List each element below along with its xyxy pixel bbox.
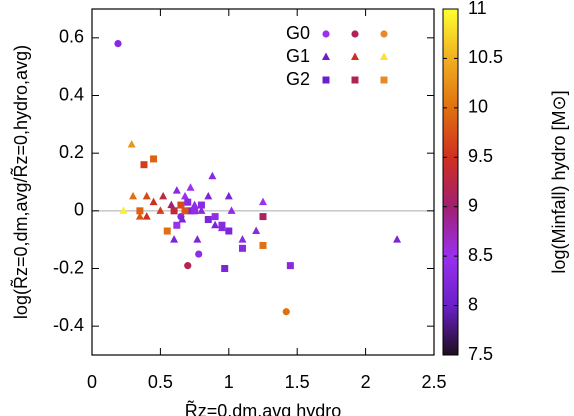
point — [259, 197, 267, 206]
point — [259, 213, 267, 221]
legend-marker — [322, 52, 330, 60]
point — [238, 244, 246, 252]
x-tick-label: 0 — [87, 372, 97, 392]
point — [135, 212, 144, 220]
colorbar-tick-label: 10 — [468, 97, 488, 117]
point — [186, 183, 195, 191]
colorbar-tick-label: 10.5 — [468, 47, 503, 67]
point — [159, 191, 168, 200]
point — [286, 262, 294, 270]
colorbar-tick-label: 9.5 — [468, 146, 493, 166]
legend-marker — [322, 30, 330, 38]
x-tick-label: 2.5 — [421, 372, 446, 392]
point — [204, 215, 212, 223]
colorbar-tick-label: 11 — [468, 0, 487, 18]
y-axis-label: log(R̃z=0,dm,avg/R̃z=0,hydro,avg) — [10, 45, 31, 319]
point — [184, 198, 192, 206]
point — [204, 191, 213, 200]
point — [197, 201, 205, 209]
point — [178, 214, 187, 223]
point — [173, 221, 181, 229]
point — [191, 207, 199, 215]
point — [170, 207, 178, 215]
point — [170, 235, 179, 243]
x-tick-label: 0.5 — [148, 372, 173, 392]
point — [177, 201, 185, 209]
point — [140, 161, 148, 169]
y-tick-label: 0.2 — [59, 142, 84, 162]
point — [221, 265, 229, 272]
plot-frame — [91, 8, 435, 356]
point — [211, 213, 219, 221]
point — [193, 235, 202, 243]
point — [167, 200, 176, 209]
point — [238, 235, 247, 243]
point — [163, 227, 171, 235]
point — [225, 227, 233, 235]
y-tick-label: 0 — [74, 200, 84, 220]
point — [149, 197, 158, 206]
point — [224, 191, 233, 200]
point — [186, 207, 194, 215]
point — [218, 221, 226, 229]
point — [208, 171, 217, 180]
legend-marker — [322, 76, 330, 84]
point — [190, 200, 199, 209]
colorbar-tick-label: 7.5 — [468, 344, 493, 364]
point — [184, 262, 192, 270]
legend-marker — [380, 30, 388, 38]
point — [195, 250, 203, 258]
legend-marker — [351, 52, 359, 60]
point — [181, 191, 190, 200]
point — [119, 206, 128, 214]
colorbar-tick-label: 8.5 — [468, 245, 493, 265]
point — [136, 207, 144, 215]
point — [197, 206, 206, 214]
point — [172, 186, 181, 194]
x-tick-label: 1 — [224, 372, 234, 392]
point — [142, 212, 151, 220]
colorbar-tick-label: 9 — [468, 195, 478, 215]
point — [114, 40, 122, 48]
point — [211, 220, 220, 229]
legend-marker — [380, 76, 388, 84]
point — [181, 207, 189, 215]
legend-marker — [351, 76, 359, 84]
legend-label: G0 — [286, 23, 310, 43]
point — [129, 191, 138, 200]
legend-label: G1 — [286, 46, 310, 66]
x-tick-label: 1.5 — [285, 372, 310, 392]
point — [150, 155, 158, 163]
y-tick-label: 0.4 — [59, 84, 84, 104]
point — [282, 308, 290, 316]
point — [142, 191, 151, 200]
point — [393, 235, 402, 243]
x-tick-label: 2 — [361, 372, 371, 392]
x-axis-label: R̃z=0,dm,avg hydro — [185, 400, 342, 416]
point — [227, 206, 236, 214]
colorbar — [442, 8, 459, 356]
colorbar-label: log(Minfall) hydro [M⊙] — [549, 90, 569, 273]
y-tick-label: 0.6 — [59, 27, 84, 47]
legend-label: G2 — [286, 69, 310, 89]
point — [252, 226, 261, 235]
y-tick-label: -0.2 — [53, 257, 84, 277]
legend-marker — [380, 52, 388, 60]
point — [259, 241, 267, 249]
y-tick-label: -0.4 — [53, 315, 84, 335]
point — [156, 206, 165, 214]
point — [127, 140, 136, 148]
legend-marker — [351, 30, 359, 38]
colorbar-tick-label: 8 — [468, 294, 478, 314]
